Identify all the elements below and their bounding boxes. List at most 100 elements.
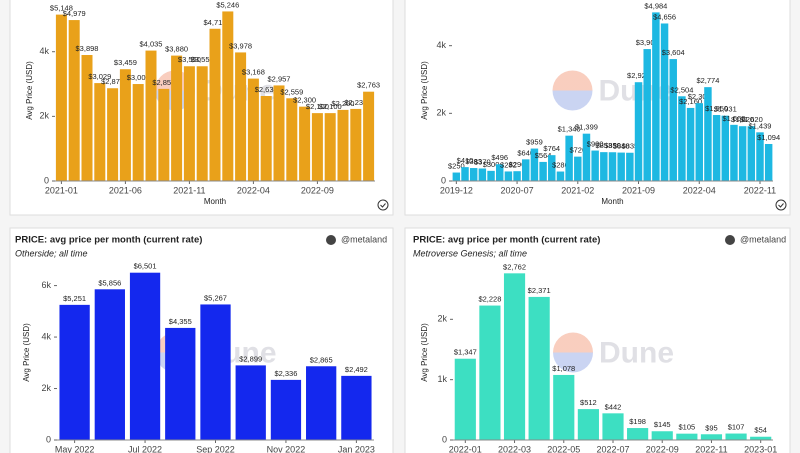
x-tick-label: Sep 2022 (196, 444, 235, 453)
value-label: $3,000 (127, 73, 150, 82)
bar (306, 366, 337, 440)
bar (452, 172, 461, 181)
check-icon[interactable] (775, 199, 787, 211)
value-label: $300 (483, 160, 500, 169)
y-axis-label: Avg Price (USD) (420, 61, 429, 120)
check-icon[interactable] (377, 199, 389, 211)
x-tick-label: 2021-09 (622, 185, 655, 195)
bar (738, 126, 747, 181)
value-label: $3,900 (636, 38, 659, 47)
watermark-logo (553, 332, 593, 373)
x-tick-label: 2022-01 (449, 444, 482, 453)
value-label: $853 (595, 141, 612, 150)
bar (686, 107, 695, 181)
bar (350, 108, 362, 181)
y-tick-label: 2k (39, 111, 49, 121)
bar (337, 109, 349, 181)
value-label: $6,501 (134, 262, 157, 271)
value-label: $2,200 (332, 99, 355, 108)
value-label: $1,340 (558, 125, 581, 134)
value-label: $5,251 (63, 294, 86, 303)
bar (183, 66, 195, 181)
bar (479, 305, 501, 440)
value-label: $95 (705, 423, 718, 432)
x-tick-label: 2021-06 (109, 185, 142, 195)
value-label: $850 (604, 141, 621, 150)
bar (55, 14, 67, 182)
bar (196, 66, 208, 181)
value-label: $2,504 (670, 85, 693, 94)
value-label: $5,856 (98, 278, 121, 287)
value-label: $959 (526, 138, 543, 147)
value-label: $198 (629, 417, 646, 426)
value-label: $2,762 (503, 262, 526, 271)
y-tick-label: 0 (441, 175, 446, 185)
value-label: $250 (448, 162, 465, 171)
bar (311, 113, 323, 181)
bar (634, 82, 643, 181)
x-tick-label: 2020-07 (501, 185, 534, 195)
value-label: $3,978 (229, 41, 252, 50)
value-label: $1,347 (454, 348, 477, 357)
value-label: $5,246 (216, 0, 239, 9)
watermark: Dune (599, 336, 674, 369)
bar (756, 132, 764, 181)
y-tick-label: 0 (44, 175, 49, 185)
value-label: $1,660 (722, 114, 745, 123)
value-label: $5,148 (50, 4, 73, 13)
value-label: $2,899 (239, 354, 262, 363)
value-label: $496 (491, 153, 508, 162)
value-label: $900 (587, 140, 604, 149)
value-label: $2,630 (255, 85, 278, 94)
bar (260, 95, 272, 181)
x-axis-label: Month (204, 197, 226, 206)
bar (461, 167, 469, 181)
bar (94, 289, 125, 440)
bar (235, 365, 266, 440)
y-tick-label: 4k (41, 331, 51, 341)
y-tick-label: 0 (46, 434, 51, 444)
author[interactable]: @metaland (341, 234, 387, 244)
value-label: $2,865 (310, 355, 333, 364)
value-label: $2,957 (268, 74, 291, 83)
x-tick-label: Nov 2022 (267, 444, 306, 453)
bar (235, 52, 247, 182)
bar (750, 436, 772, 440)
bar (764, 143, 773, 181)
bar (676, 433, 698, 440)
value-label: $107 (728, 423, 745, 432)
value-label: $105 (679, 423, 696, 432)
bar (59, 304, 90, 440)
x-tick-label: May 2022 (55, 444, 95, 453)
y-tick-label: 1k (437, 374, 447, 384)
author[interactable]: @metaland (740, 234, 786, 244)
value-label: $3,550 (191, 55, 214, 64)
bar (608, 152, 617, 181)
bar (660, 23, 669, 182)
bar (222, 11, 234, 181)
y-tick-label: 2k (41, 383, 51, 393)
bar (627, 428, 649, 440)
value-label: $1,439 (749, 121, 772, 130)
chart-title: PRICE: avg price per month (current rate… (15, 235, 202, 246)
value-label: $3,459 (114, 58, 137, 67)
value-label: $2,300 (688, 92, 711, 101)
x-tick-label: 2022-05 (547, 444, 580, 453)
x-tick-label: 2022-03 (498, 444, 531, 453)
bar (129, 272, 161, 440)
value-label: $1,950 (705, 104, 728, 113)
bar (528, 296, 550, 440)
value-label: $512 (580, 398, 597, 407)
value-label: $3,898 (76, 44, 99, 53)
x-tick-label: 2021-02 (561, 185, 594, 195)
value-label: $2,336 (274, 369, 297, 378)
x-tick-label: 2022-11 (744, 185, 776, 195)
bar (721, 115, 730, 181)
bar (539, 161, 547, 181)
bar (504, 171, 513, 181)
bar (678, 96, 686, 181)
bar (643, 49, 651, 181)
bar (145, 50, 157, 181)
bar (730, 124, 738, 181)
